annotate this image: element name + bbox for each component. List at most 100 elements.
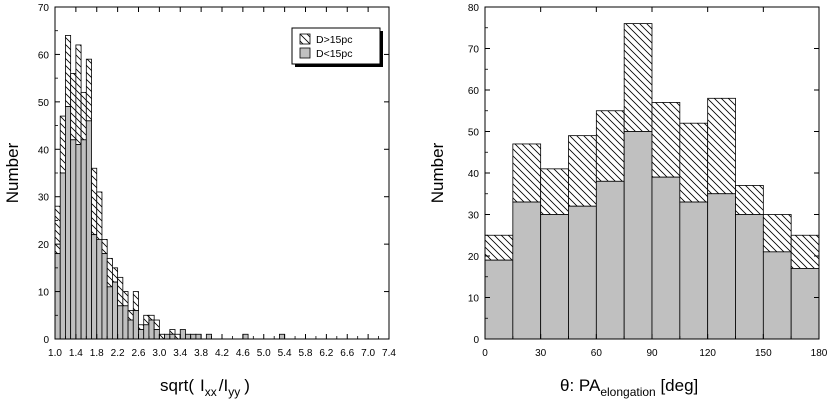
right-ytick-label-0: 0	[473, 335, 479, 346]
right-bar-far-7	[679, 122, 709, 203]
left-bar-far-13	[122, 291, 129, 307]
right-ytick-label-6: 60	[468, 86, 480, 97]
left-bar-far-7	[91, 167, 98, 236]
left-bar-far-12	[117, 276, 124, 307]
left-xtick-label-7: 3.8	[194, 348, 208, 359]
right-bar-far-4	[595, 110, 625, 182]
left-bar-near-6	[85, 120, 92, 340]
right-ytick-label-2: 20	[468, 252, 480, 263]
right-xtick-label-2: 60	[591, 348, 603, 359]
right-bar-far-9	[735, 185, 764, 215]
left-bar-near-1	[59, 172, 66, 340]
left-bar-far-2	[65, 35, 72, 108]
left-xtick-label-10: 5.0	[257, 348, 271, 359]
right-bar-far-1	[512, 143, 542, 203]
left-bar-far-3	[70, 73, 77, 141]
left-xtick-label-14: 6.6	[340, 348, 354, 359]
left-xtick-label-9: 4.6	[236, 348, 250, 359]
left-bar-near-18	[148, 319, 155, 340]
left-bar-near-15	[132, 310, 139, 340]
right-bar-near-5	[623, 131, 653, 340]
right-xtick-label-0: 0	[482, 348, 488, 359]
right-bar-near-10	[762, 251, 792, 340]
left-bar-far-18	[148, 314, 155, 321]
right-bar-far-11	[790, 234, 820, 269]
left-bar-far-14	[127, 310, 134, 321]
right-xtick-label-6: 180	[811, 348, 828, 359]
left-bar-far-8	[96, 191, 103, 240]
right-xtick-label-1: 30	[535, 348, 547, 359]
left-bar-far-17	[143, 314, 150, 326]
legend-shadow-bottom	[295, 64, 383, 67]
histogram-axis-ratio: 1.0 1.4 1.8 2.2 2.6 3.0 3.4 3.8 4.2 4.6 5.0 5.4 5.8 6…	[3, 3, 396, 399]
right-x-axis-label: θ: PAelongation [deg]	[560, 376, 698, 399]
right-ytick-label-3: 30	[468, 211, 480, 222]
left-bar-near-24	[179, 329, 186, 340]
right-ytick-label-7: 70	[468, 45, 480, 56]
left-bar-near-2	[65, 106, 72, 340]
left-bar-near-27	[195, 333, 202, 340]
left-ytick-label-0: 0	[43, 335, 49, 346]
right-ytick-label-5: 50	[468, 128, 480, 139]
right-y-axis-label: Number	[428, 142, 447, 203]
legend-swatch-hatch	[299, 33, 311, 45]
right-xtick-label-3: 90	[646, 348, 658, 359]
left-xtick-label-2: 1.8	[90, 348, 104, 359]
left-xtick-label-0: 1.0	[48, 348, 62, 359]
right-bar-near-1	[512, 201, 542, 340]
right-bar-near-8	[707, 193, 736, 340]
left-xtick-label-13: 6.2	[319, 348, 333, 359]
left-bar-far-19	[153, 319, 160, 330]
left-xtick-label-15: 7.0	[361, 348, 375, 359]
right-bar-near-9	[735, 214, 764, 340]
left-bar-near-3	[70, 139, 77, 340]
right-bar-far-10	[762, 214, 792, 253]
right-bar-far-5	[623, 23, 653, 132]
left-xtick-label-5: 3.0	[152, 348, 166, 359]
left-xtick-label-8: 4.2	[215, 348, 229, 359]
left-ytick-label-3: 30	[38, 193, 50, 204]
left-ytick-label-5: 50	[38, 98, 50, 109]
right-bar-near-7	[679, 201, 709, 340]
right-bar-near-0	[484, 259, 514, 340]
left-bar-near-0	[54, 253, 61, 340]
left-bar-far-10	[106, 257, 113, 288]
left-bar-near-5	[80, 139, 87, 340]
left-bar-near-25	[185, 333, 192, 340]
left-xtick-label-1: 1.4	[69, 348, 83, 359]
left-bar-near-29	[205, 333, 212, 340]
left-bar-far-23	[174, 333, 181, 340]
left-bar-far-4	[75, 44, 82, 145]
right-bar-near-2	[540, 214, 569, 340]
left-bar-near-16	[138, 329, 145, 340]
right-plot-frame	[484, 6, 820, 340]
left-bar-near-9	[101, 253, 108, 340]
left-bar-near-13	[122, 305, 129, 340]
left-y-axis-label: Number	[3, 142, 22, 203]
left-bar-near-22	[169, 333, 176, 340]
left-bar-far-20	[158, 333, 165, 340]
left-plot-frame	[54, 6, 390, 340]
right-bar-near-11	[790, 268, 820, 340]
left-ytick-label-6: 60	[38, 50, 50, 61]
left-bar-near-7	[91, 234, 98, 340]
right-xtick-label-4: 120	[699, 348, 716, 359]
left-bar-near-14	[127, 319, 134, 340]
left-xtick-label-6: 3.4	[173, 348, 187, 359]
left-bar-far-22	[169, 329, 176, 335]
left-bar-near-43	[279, 333, 286, 340]
legend: D>15pc D<15pc	[291, 27, 383, 67]
left-ytick-label-2: 20	[38, 240, 50, 251]
left-bar-near-10	[106, 286, 113, 340]
right-ytick-label-8: 80	[468, 3, 480, 14]
left-bar-far-0	[54, 205, 61, 255]
histogram-position-angle: 0 30 60 90 120 150 180 0 10 20 30 40 50 60 70 80 Number…	[428, 3, 828, 399]
left-bar-near-12	[117, 305, 124, 340]
legend-label-far: D>15pc	[316, 34, 352, 46]
right-bar-near-4	[595, 180, 625, 340]
left-ytick-label-1: 10	[38, 288, 50, 299]
right-bar-far-3	[568, 135, 597, 207]
right-bar-near-3	[568, 205, 597, 340]
left-bar-near-19	[153, 329, 160, 340]
left-bar-near-26	[190, 333, 197, 340]
